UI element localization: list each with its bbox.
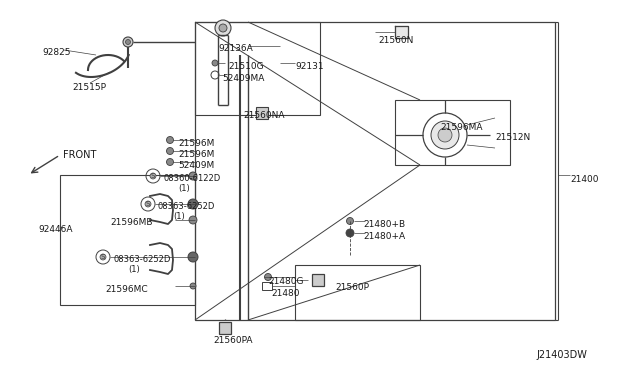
Bar <box>195 22 555 320</box>
Text: 92446A: 92446A <box>38 225 72 234</box>
Bar <box>295 265 420 320</box>
Circle shape <box>145 201 151 207</box>
Text: 21480: 21480 <box>271 289 300 298</box>
Circle shape <box>431 121 459 149</box>
Circle shape <box>188 252 198 262</box>
Circle shape <box>190 283 196 289</box>
Text: 21596MB: 21596MB <box>110 218 152 227</box>
Circle shape <box>125 39 131 45</box>
Text: J21403DW: J21403DW <box>536 350 587 360</box>
Bar <box>60 175 195 305</box>
Text: FRONT: FRONT <box>63 150 97 160</box>
Text: (1): (1) <box>128 265 140 274</box>
Polygon shape <box>395 26 408 38</box>
Circle shape <box>189 216 197 224</box>
Circle shape <box>188 199 198 209</box>
Text: 21480G: 21480G <box>268 277 303 286</box>
Text: 21560P: 21560P <box>335 283 369 292</box>
Circle shape <box>212 60 218 66</box>
Text: S: S <box>101 254 105 260</box>
Text: 21596MC: 21596MC <box>105 285 148 294</box>
Text: 92825: 92825 <box>42 48 70 57</box>
Text: 08363-6252D: 08363-6252D <box>113 255 170 264</box>
Text: 21560N: 21560N <box>378 36 413 45</box>
Circle shape <box>264 273 271 280</box>
Circle shape <box>215 20 231 36</box>
Bar <box>395 100 510 165</box>
Circle shape <box>123 37 133 47</box>
Circle shape <box>100 254 106 260</box>
Text: 92136A: 92136A <box>218 44 253 53</box>
Text: 52409M: 52409M <box>178 161 214 170</box>
Text: S: S <box>151 173 155 179</box>
Bar <box>262 282 272 290</box>
Text: 08360-6122D: 08360-6122D <box>163 174 220 183</box>
Text: 21596M: 21596M <box>178 139 214 148</box>
Circle shape <box>166 158 173 166</box>
Text: S: S <box>146 201 150 207</box>
Text: 21512N: 21512N <box>495 133 531 142</box>
Text: 92131: 92131 <box>295 62 324 71</box>
Circle shape <box>150 173 156 179</box>
Text: 21560PA: 21560PA <box>213 336 253 345</box>
Circle shape <box>346 229 354 237</box>
Circle shape <box>219 24 227 32</box>
Text: 21400: 21400 <box>570 175 598 184</box>
Text: 21480+B: 21480+B <box>363 220 405 229</box>
Circle shape <box>189 172 197 180</box>
Text: 21560NA: 21560NA <box>243 111 285 120</box>
Text: 21596MA: 21596MA <box>440 123 483 132</box>
Bar <box>195 22 320 115</box>
Text: 21480+A: 21480+A <box>363 232 405 241</box>
Circle shape <box>166 137 173 144</box>
Text: 21596M: 21596M <box>178 150 214 159</box>
Text: 21515P: 21515P <box>72 83 106 92</box>
Text: (1): (1) <box>178 184 189 193</box>
Text: 52409MA: 52409MA <box>222 74 264 83</box>
Text: (1): (1) <box>173 212 185 221</box>
Circle shape <box>438 128 452 142</box>
Circle shape <box>346 218 353 224</box>
Text: 08363-6252D: 08363-6252D <box>158 202 216 211</box>
Circle shape <box>166 148 173 154</box>
Text: 21510G: 21510G <box>228 62 264 71</box>
